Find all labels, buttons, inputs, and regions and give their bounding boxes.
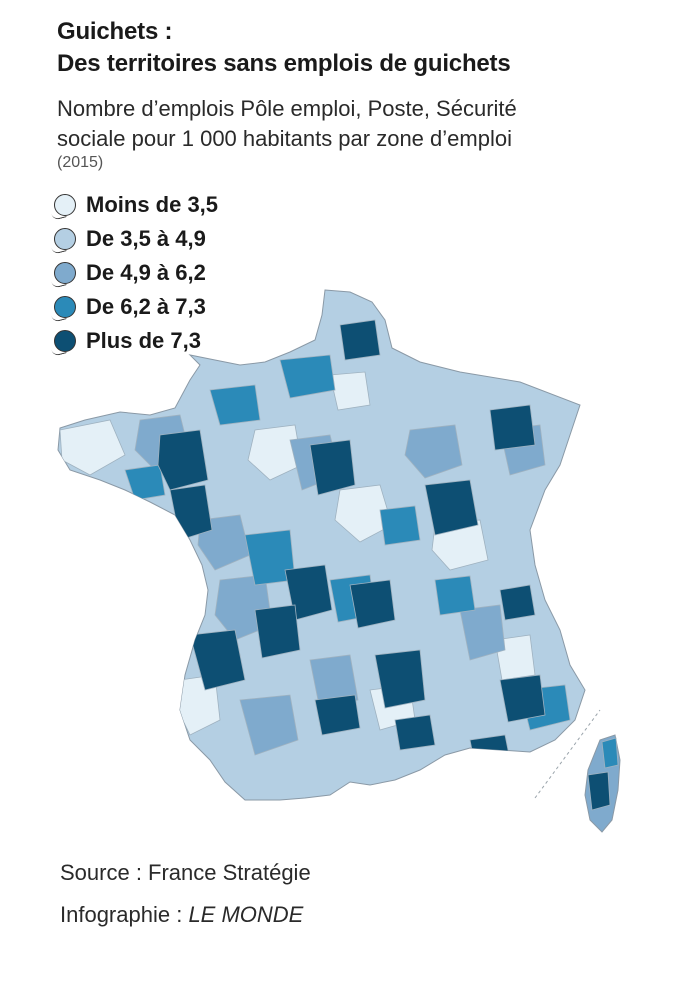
credit-note: Infographie : LE MONDE bbox=[60, 902, 303, 928]
corsica-separator bbox=[534, 709, 601, 799]
zone-light-7 bbox=[494, 634, 536, 681]
zone-dark-11 bbox=[374, 649, 426, 709]
legend-label-5: Plus de 7,3 bbox=[86, 328, 201, 353]
credit-prefix: Infographie : bbox=[60, 902, 189, 927]
legend-swatch-2 bbox=[54, 228, 76, 250]
zone-dark-5 bbox=[339, 319, 381, 361]
zone-medium-6 bbox=[459, 604, 506, 661]
zone-dark-8 bbox=[254, 604, 301, 659]
zone-dark-13 bbox=[499, 674, 546, 723]
zone-light-1 bbox=[59, 419, 126, 476]
legend-swatch-3 bbox=[54, 262, 76, 284]
credit-brand: LE MONDE bbox=[188, 902, 304, 927]
zone-bright-1 bbox=[279, 354, 336, 399]
zone-dark-16 bbox=[469, 734, 511, 766]
legend-item-3: De 4,9 à 6,2 bbox=[54, 256, 218, 290]
zone-dark-10 bbox=[349, 579, 396, 629]
zone-dark-4 bbox=[424, 479, 479, 536]
zone-light-2 bbox=[247, 424, 303, 481]
zone-bright-8 bbox=[379, 505, 421, 546]
legend-label-1: Moins de 3,5 bbox=[86, 192, 219, 217]
subtitle-line-2: sociale pour 1 000 habitants par zone d’… bbox=[57, 126, 512, 151]
legend-item-1: Moins de 3,5 bbox=[54, 188, 218, 222]
zone-dark-3 bbox=[309, 439, 356, 496]
zone-dark-15 bbox=[394, 714, 436, 751]
zone-dark-7 bbox=[284, 564, 333, 621]
map-title: Guichets : Des territoires sans emplois … bbox=[57, 16, 657, 80]
map-subtitle: Nombre d’emplois Pôle emploi, Poste, Séc… bbox=[57, 94, 657, 154]
zone-dark-2 bbox=[169, 484, 213, 541]
zone-dark-14 bbox=[314, 694, 361, 736]
zone-bright-7 bbox=[124, 464, 166, 501]
legend-swatch-1 bbox=[54, 194, 76, 216]
legend-item-5: Plus de 7,3 bbox=[54, 324, 218, 358]
zone-dark-1 bbox=[157, 429, 209, 491]
zone-light-3 bbox=[334, 484, 393, 543]
zone-dark-9 bbox=[189, 629, 246, 691]
corsica-dark-zone bbox=[587, 771, 611, 811]
zone-dark-6 bbox=[489, 404, 536, 451]
zone-light-8 bbox=[329, 371, 371, 411]
title-line-2: Des territoires sans emplois de guichets bbox=[57, 50, 511, 77]
zone-medium-5 bbox=[404, 424, 463, 479]
corsica-bright-zone bbox=[601, 737, 619, 769]
legend-swatch-5 bbox=[54, 330, 76, 352]
legend-label-3: De 4,9 à 6,2 bbox=[86, 260, 206, 285]
subtitle-line-1: Nombre d’emplois Pôle emploi, Poste, Séc… bbox=[57, 96, 517, 121]
zone-bright-5 bbox=[434, 575, 476, 616]
france-mainland bbox=[57, 289, 586, 801]
legend-label-2: De 3,5 à 4,9 bbox=[86, 226, 206, 251]
zone-dark-12 bbox=[499, 584, 536, 621]
year-note: (2015) bbox=[57, 154, 104, 171]
legend-label-4: De 6,2 à 7,3 bbox=[86, 294, 206, 319]
france-choropleth-map bbox=[57, 289, 621, 833]
source-note: Source : France Stratégie bbox=[60, 860, 311, 885]
legend-item-2: De 3,5 à 4,9 bbox=[54, 222, 218, 256]
zone-medium-7 bbox=[239, 694, 299, 756]
legend-item-4: De 6,2 à 7,3 bbox=[54, 290, 218, 324]
legend: Moins de 3,5 De 3,5 à 4,9 De 4,9 à 6,2 D… bbox=[54, 188, 218, 358]
legend-swatch-4 bbox=[54, 296, 76, 318]
zone-bright-2 bbox=[209, 384, 261, 426]
title-line-1: Guichets : bbox=[57, 18, 173, 45]
